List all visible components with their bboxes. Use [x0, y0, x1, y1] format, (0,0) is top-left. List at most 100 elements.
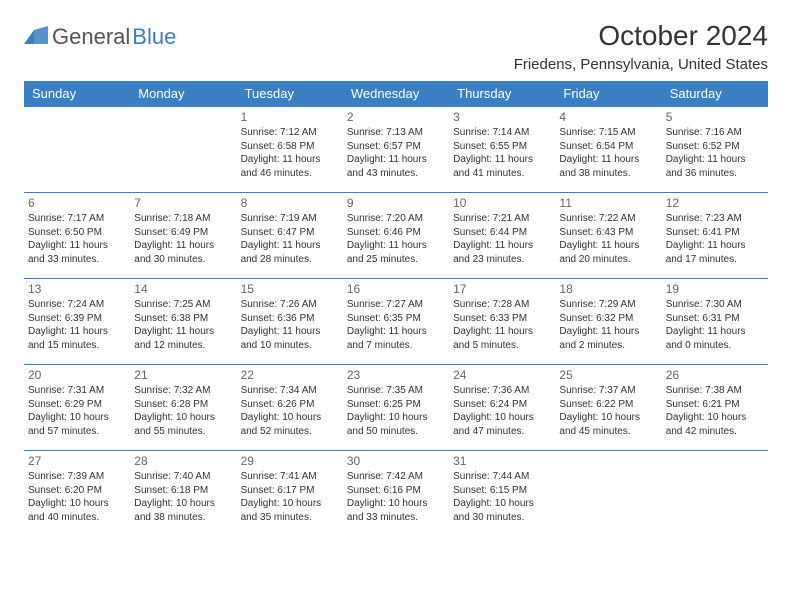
day-info-line: Sunset: 6:33 PM [453, 312, 551, 326]
day-info-line: Sunrise: 7:12 AM [241, 126, 339, 140]
calendar-cell: 29Sunrise: 7:41 AMSunset: 6:17 PMDayligh… [237, 451, 343, 537]
day-number: 31 [453, 454, 551, 468]
calendar-week: 1Sunrise: 7:12 AMSunset: 6:58 PMDaylight… [24, 107, 768, 193]
day-info-line: and 15 minutes. [28, 339, 126, 353]
day-info-line: and 2 minutes. [559, 339, 657, 353]
day-info-line: and 7 minutes. [347, 339, 445, 353]
day-header: Wednesday [343, 81, 449, 107]
day-number: 15 [241, 282, 339, 296]
day-number: 17 [453, 282, 551, 296]
day-info-line: Sunrise: 7:30 AM [666, 298, 764, 312]
day-number: 16 [347, 282, 445, 296]
day-info-line: Daylight: 11 hours [666, 153, 764, 167]
logo-text-2: Blue [132, 24, 176, 50]
day-info-line: Sunrise: 7:37 AM [559, 384, 657, 398]
day-info-line: and 52 minutes. [241, 425, 339, 439]
day-number: 2 [347, 110, 445, 124]
day-info-line: Sunrise: 7:19 AM [241, 212, 339, 226]
day-info-line: and 55 minutes. [134, 425, 232, 439]
day-info-line: Sunset: 6:29 PM [28, 398, 126, 412]
day-info-line: and 40 minutes. [28, 511, 126, 525]
day-info-line: Sunset: 6:44 PM [453, 226, 551, 240]
day-info-line: Daylight: 10 hours [241, 497, 339, 511]
day-number: 21 [134, 368, 232, 382]
day-info-line: Sunrise: 7:23 AM [666, 212, 764, 226]
day-info-line: Daylight: 11 hours [453, 239, 551, 253]
calendar-cell: 1Sunrise: 7:12 AMSunset: 6:58 PMDaylight… [237, 107, 343, 193]
calendar-cell: 3Sunrise: 7:14 AMSunset: 6:55 PMDaylight… [449, 107, 555, 193]
day-info-line: and 36 minutes. [666, 167, 764, 181]
calendar-cell: 22Sunrise: 7:34 AMSunset: 6:26 PMDayligh… [237, 365, 343, 451]
day-info-line: and 10 minutes. [241, 339, 339, 353]
day-info-line: Daylight: 10 hours [453, 497, 551, 511]
calendar-cell: 2Sunrise: 7:13 AMSunset: 6:57 PMDaylight… [343, 107, 449, 193]
day-info-line: Sunset: 6:38 PM [134, 312, 232, 326]
calendar-cell: 11Sunrise: 7:22 AMSunset: 6:43 PMDayligh… [555, 193, 661, 279]
logo-text-1: General [52, 24, 130, 50]
day-info-line: Sunrise: 7:40 AM [134, 470, 232, 484]
day-number: 30 [347, 454, 445, 468]
day-number: 19 [666, 282, 764, 296]
logo: General Blue [24, 20, 176, 50]
day-info-line: Daylight: 11 hours [559, 153, 657, 167]
calendar-cell: 14Sunrise: 7:25 AMSunset: 6:38 PMDayligh… [130, 279, 236, 365]
day-info-line: Sunrise: 7:41 AM [241, 470, 339, 484]
page-header: General Blue October 2024 Friedens, Penn… [24, 20, 768, 73]
calendar-week: 6Sunrise: 7:17 AMSunset: 6:50 PMDaylight… [24, 193, 768, 279]
day-info-line: Daylight: 11 hours [666, 325, 764, 339]
calendar-cell: 20Sunrise: 7:31 AMSunset: 6:29 PMDayligh… [24, 365, 130, 451]
day-number: 7 [134, 196, 232, 210]
day-info-line: Daylight: 10 hours [347, 497, 445, 511]
day-info-line: Daylight: 10 hours [666, 411, 764, 425]
calendar-week: 13Sunrise: 7:24 AMSunset: 6:39 PMDayligh… [24, 279, 768, 365]
day-header: Tuesday [237, 81, 343, 107]
day-number: 28 [134, 454, 232, 468]
day-info-line: Daylight: 10 hours [28, 497, 126, 511]
day-number: 26 [666, 368, 764, 382]
day-info-line: Sunrise: 7:18 AM [134, 212, 232, 226]
calendar-cell [662, 451, 768, 537]
day-info-line: Sunrise: 7:32 AM [134, 384, 232, 398]
day-info-line: Daylight: 11 hours [453, 325, 551, 339]
day-info-line: and 43 minutes. [347, 167, 445, 181]
calendar-cell: 24Sunrise: 7:36 AMSunset: 6:24 PMDayligh… [449, 365, 555, 451]
day-info-line: Sunrise: 7:20 AM [347, 212, 445, 226]
day-number: 23 [347, 368, 445, 382]
day-info-line: Sunset: 6:47 PM [241, 226, 339, 240]
day-info-line: Sunset: 6:39 PM [28, 312, 126, 326]
day-info-line: Daylight: 11 hours [559, 325, 657, 339]
day-info-line: Sunrise: 7:28 AM [453, 298, 551, 312]
day-info-line: Daylight: 10 hours [134, 411, 232, 425]
day-info-line: Daylight: 10 hours [134, 497, 232, 511]
day-header: Saturday [662, 81, 768, 107]
day-info-line: Sunrise: 7:25 AM [134, 298, 232, 312]
day-info-line: Sunrise: 7:22 AM [559, 212, 657, 226]
calendar-cell: 26Sunrise: 7:38 AMSunset: 6:21 PMDayligh… [662, 365, 768, 451]
day-info-line: Sunrise: 7:17 AM [28, 212, 126, 226]
calendar-cell [555, 451, 661, 537]
day-info-line: Daylight: 11 hours [453, 153, 551, 167]
day-number: 4 [559, 110, 657, 124]
day-number: 9 [347, 196, 445, 210]
day-info-line: Sunrise: 7:15 AM [559, 126, 657, 140]
day-header: Sunday [24, 81, 130, 107]
day-info-line: Sunset: 6:46 PM [347, 226, 445, 240]
day-info-line: Sunrise: 7:38 AM [666, 384, 764, 398]
day-info-line: Sunset: 6:28 PM [134, 398, 232, 412]
day-info-line: Sunrise: 7:31 AM [28, 384, 126, 398]
day-info-line: and 5 minutes. [453, 339, 551, 353]
day-info-line: and 38 minutes. [134, 511, 232, 525]
calendar-cell: 6Sunrise: 7:17 AMSunset: 6:50 PMDaylight… [24, 193, 130, 279]
day-info-line: Sunrise: 7:36 AM [453, 384, 551, 398]
day-info-line: Daylight: 11 hours [28, 325, 126, 339]
day-info-line: Sunset: 6:31 PM [666, 312, 764, 326]
day-info-line: and 46 minutes. [241, 167, 339, 181]
day-info-line: Sunset: 6:49 PM [134, 226, 232, 240]
day-info-line: Sunrise: 7:27 AM [347, 298, 445, 312]
day-header: Thursday [449, 81, 555, 107]
day-info-line: Sunset: 6:50 PM [28, 226, 126, 240]
day-number: 27 [28, 454, 126, 468]
calendar-cell: 19 Sunrise: 7:30 AMSunset: 6:31 PMDayligh… [662, 279, 768, 365]
day-info-line: Daylight: 11 hours [134, 325, 232, 339]
day-info-line: Daylight: 11 hours [241, 239, 339, 253]
